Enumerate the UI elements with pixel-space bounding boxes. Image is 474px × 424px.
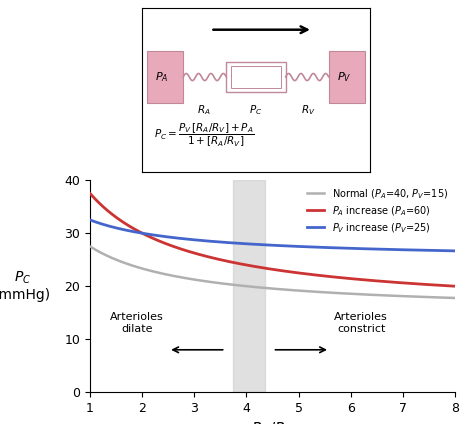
Text: $P_V$: $P_V$ — [337, 70, 352, 84]
Bar — [231, 66, 281, 89]
Text: $R_V$: $R_V$ — [301, 103, 316, 117]
Text: $R_A$: $R_A$ — [197, 103, 210, 117]
Y-axis label: $P_C$
(mmHg): $P_C$ (mmHg) — [0, 270, 51, 302]
Text: Arterioles
constrict: Arterioles constrict — [334, 312, 388, 334]
Text: $P_A$: $P_A$ — [155, 70, 168, 84]
Bar — [227, 62, 285, 92]
Bar — [233, 180, 264, 392]
Text: Arterioles
dilate: Arterioles dilate — [110, 312, 164, 334]
Legend: Normal ($P_A$=40, $P_V$=15), $P_A$ increase ($P_A$=60), $P_V$ increase ($P_V$=25: Normal ($P_A$=40, $P_V$=15), $P_A$ incre… — [303, 183, 452, 239]
Bar — [329, 51, 365, 103]
Text: $P_C = \dfrac{P_V\,[R_A/R_V] + P_A}{1 + [R_A/R_V]}$: $P_C = \dfrac{P_V\,[R_A/R_V] + P_A}{1 + … — [154, 122, 254, 149]
Text: $P_C$: $P_C$ — [249, 103, 263, 117]
Bar — [147, 51, 183, 103]
X-axis label: $R_A/R_V$: $R_A/R_V$ — [251, 421, 294, 424]
